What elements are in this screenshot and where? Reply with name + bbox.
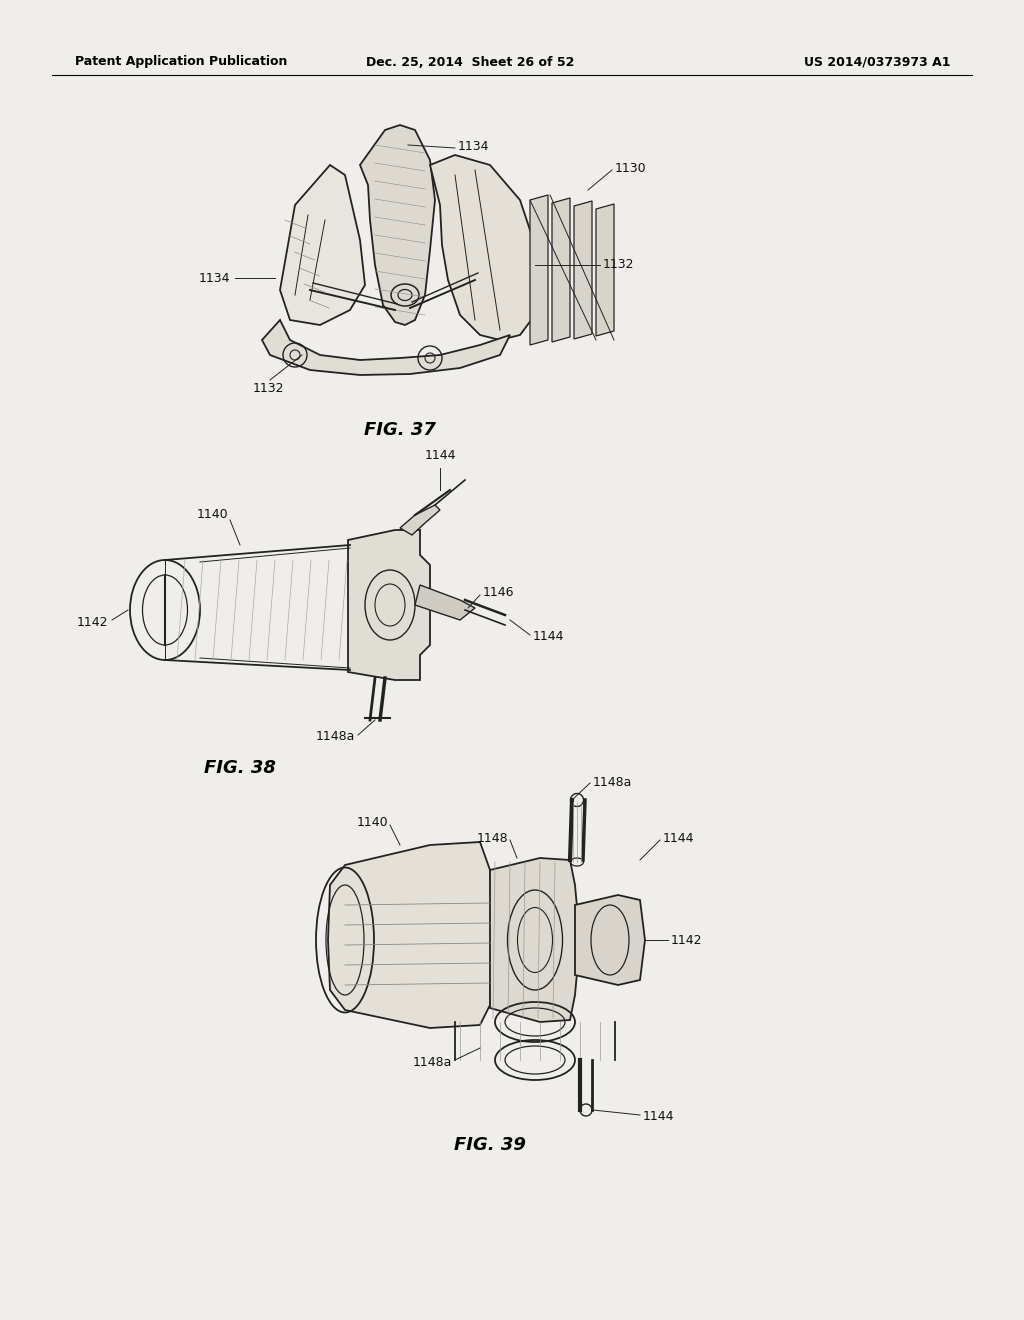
Text: 1144: 1144 — [424, 449, 456, 462]
Text: 1146: 1146 — [483, 586, 514, 599]
Polygon shape — [430, 154, 540, 341]
Polygon shape — [574, 201, 592, 339]
Text: FIG. 38: FIG. 38 — [204, 759, 275, 777]
Polygon shape — [415, 585, 475, 620]
Polygon shape — [400, 506, 440, 535]
Text: 1148a: 1148a — [593, 776, 633, 788]
Text: 1132: 1132 — [252, 381, 284, 395]
Text: 1134: 1134 — [458, 140, 489, 153]
Polygon shape — [575, 895, 645, 985]
Text: FIG. 37: FIG. 37 — [365, 421, 436, 440]
Text: 1140: 1140 — [356, 817, 388, 829]
Text: 1144: 1144 — [534, 631, 564, 644]
Polygon shape — [262, 319, 510, 375]
Polygon shape — [348, 531, 430, 680]
Polygon shape — [530, 195, 548, 345]
Polygon shape — [328, 842, 492, 1028]
Text: 1148: 1148 — [476, 832, 508, 845]
Text: Dec. 25, 2014  Sheet 26 of 52: Dec. 25, 2014 Sheet 26 of 52 — [366, 55, 574, 69]
Polygon shape — [280, 165, 365, 325]
Text: 1148a: 1148a — [315, 730, 355, 743]
Text: 1142: 1142 — [77, 615, 108, 628]
Polygon shape — [360, 125, 435, 325]
Polygon shape — [596, 205, 614, 337]
Text: 1134: 1134 — [199, 272, 230, 285]
Text: 1144: 1144 — [643, 1110, 675, 1123]
Polygon shape — [490, 858, 580, 1022]
Text: 1132: 1132 — [603, 259, 635, 272]
Text: 1148a: 1148a — [413, 1056, 452, 1069]
Text: 1140: 1140 — [197, 508, 228, 521]
Text: 1130: 1130 — [615, 161, 646, 174]
Text: 1144: 1144 — [663, 832, 694, 845]
Text: US 2014/0373973 A1: US 2014/0373973 A1 — [804, 55, 950, 69]
Polygon shape — [552, 198, 570, 342]
Text: FIG. 39: FIG. 39 — [454, 1137, 526, 1154]
Text: 1142: 1142 — [671, 933, 702, 946]
Text: Patent Application Publication: Patent Application Publication — [75, 55, 288, 69]
